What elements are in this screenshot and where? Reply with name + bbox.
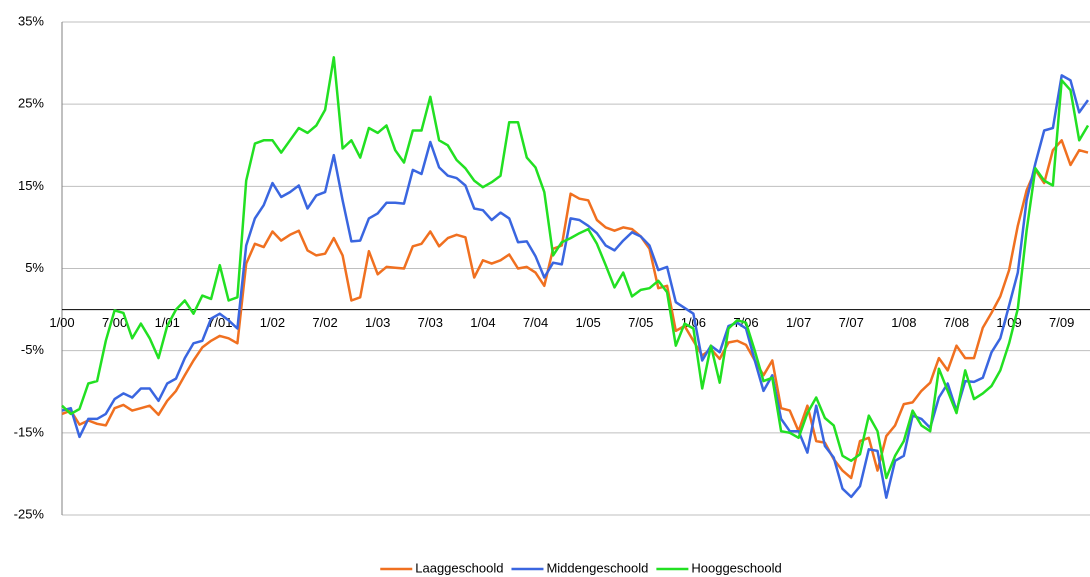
x-tick-label: 7/05 [628, 315, 653, 330]
x-tick-label: 7/09 [1049, 315, 1074, 330]
y-tick-label: 15% [18, 178, 44, 193]
series-line [61, 139, 1089, 480]
y-tick-label: 5% [25, 260, 44, 275]
y-tick-label: -5% [21, 342, 45, 357]
y-tick-label: -25% [14, 506, 45, 521]
x-tick-label: 1/03 [365, 315, 390, 330]
legend-label: Laaggeschoold [415, 560, 503, 575]
x-tick-label: 1/05 [575, 315, 600, 330]
x-tick-label: 1/09 [996, 315, 1021, 330]
x-tick-label: 7/08 [944, 315, 969, 330]
x-tick-label: 7/04 [523, 315, 548, 330]
x-tick-label: 1/01 [155, 315, 180, 330]
y-tick-label: 25% [18, 96, 44, 111]
x-tick-label: 1/00 [49, 315, 74, 330]
x-tick-label: 7/00 [102, 315, 127, 330]
x-tick-label: 7/02 [312, 315, 337, 330]
y-tick-label: 35% [18, 13, 44, 28]
x-tick-label: 7/03 [418, 315, 443, 330]
x-tick-label: 1/02 [260, 315, 285, 330]
legend-label: Hooggeschoold [691, 560, 781, 575]
legend-label: Middengeschoold [546, 560, 648, 575]
x-tick-label: 1/04 [470, 315, 495, 330]
x-tick-label: 7/07 [839, 315, 864, 330]
legend: Laaggeschoold Middengeschoold Hooggeschool… [380, 560, 782, 575]
series-line [61, 74, 1090, 499]
x-tick-label: 1/08 [891, 315, 916, 330]
y-tick-label: -15% [14, 424, 45, 439]
series-line [61, 56, 1090, 480]
x-tick-label: 1/07 [786, 315, 811, 330]
